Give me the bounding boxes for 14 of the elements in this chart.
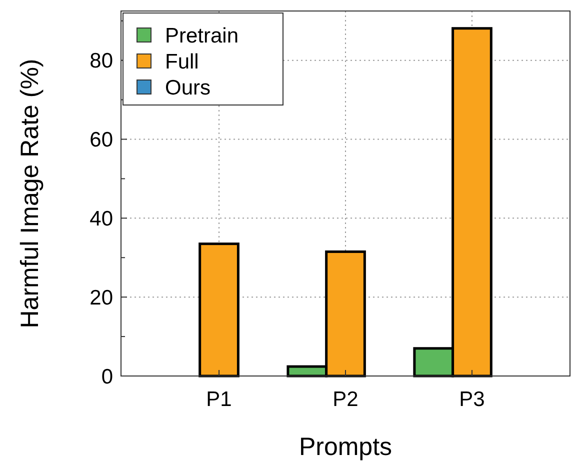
x-tick-label: P3 [459,388,485,411]
y-tick-label: 40 [90,208,113,231]
y-axis-title: Harmful Image Rate (%) [16,58,44,328]
y-tick-label: 20 [90,286,113,310]
y-tick-label: 80 [90,50,113,73]
y-tick-label: 0 [101,365,113,388]
legend-label: Ours [165,76,211,100]
y-tick-label: 60 [90,128,113,152]
x-tick-label: P1 [206,388,232,411]
x-tick-label: P2 [332,388,358,411]
legend-label: Pretrain [165,24,239,48]
bar [198,242,240,378]
x-axis-title: Prompts [298,433,392,461]
legend-label: Full [165,50,199,74]
